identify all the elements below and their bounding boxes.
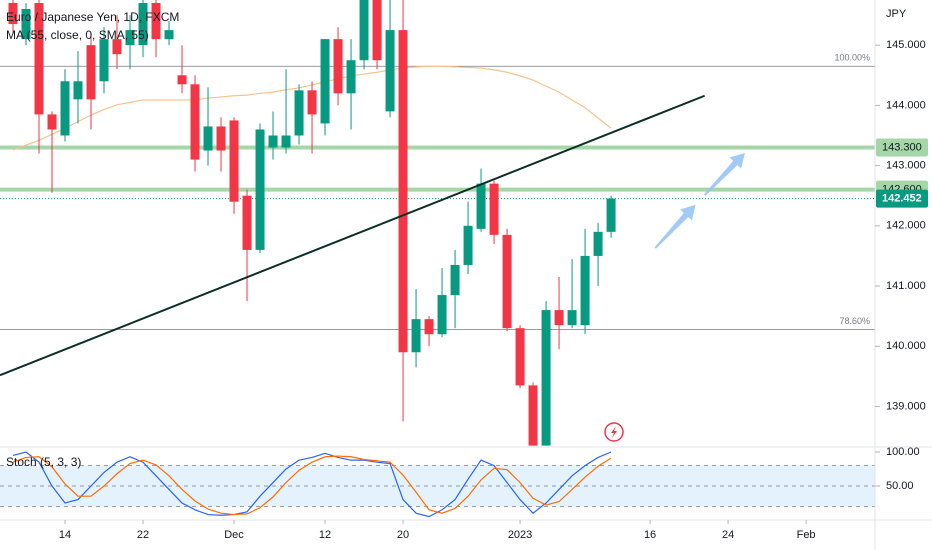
- candle-body: [424, 319, 434, 335]
- candle-body: [437, 295, 447, 335]
- chart-title: Euro / Japanese Yen, 1D, FXCM: [6, 10, 179, 24]
- candle-body: [580, 255, 590, 326]
- candle-body: [229, 120, 239, 202]
- y-tick-label: 140.000: [886, 340, 926, 352]
- fib-label: 100.00%: [834, 53, 870, 63]
- y-tick-label: 141.000: [886, 280, 926, 292]
- x-tick-label: Dec: [224, 529, 244, 541]
- candle-body: [164, 30, 174, 40]
- stoch-line: [12, 455, 612, 516]
- stoch-line: [12, 451, 612, 518]
- x-tick-label: Feb: [797, 529, 816, 541]
- ma-label: MA (55, close, 0, SMA, 55): [6, 28, 149, 42]
- last-price-label: 142.452: [882, 193, 922, 205]
- main-pane: [0, 0, 875, 446]
- fib-label: 78.60%: [839, 316, 870, 326]
- alert-icon: [604, 422, 624, 442]
- candle-body: [255, 129, 265, 250]
- candle-body: [541, 310, 551, 446]
- candle-body: [21, 9, 31, 40]
- candle-body: [385, 30, 395, 112]
- x-tick-label: 16: [644, 529, 656, 541]
- candle-body: [398, 30, 408, 353]
- candle-body: [476, 183, 486, 229]
- candle-body: [60, 81, 70, 136]
- forecast-arrow: [654, 204, 696, 249]
- candle-body: [554, 310, 564, 326]
- candle-body: [593, 231, 603, 256]
- x-tick-label: 12: [319, 529, 331, 541]
- candle-body: [307, 90, 317, 115]
- candle-body: [268, 135, 278, 148]
- y-tick-label: 144.000: [886, 99, 926, 111]
- x-tick-label: 2023: [508, 529, 532, 541]
- candle-body: [372, 0, 382, 61]
- trendline: [0, 94, 706, 377]
- candle-body: [151, 3, 161, 40]
- candle-body: [294, 90, 304, 136]
- candle-body: [125, 30, 135, 46]
- x-tick-label: 24: [722, 529, 734, 541]
- candle-body: [177, 75, 187, 85]
- candle-body: [190, 84, 200, 160]
- forecast-arrow: [703, 152, 745, 196]
- candle-body: [112, 39, 122, 55]
- candle-body: [411, 319, 421, 353]
- candle-body: [606, 198, 616, 232]
- level-label: 143.300: [882, 141, 922, 153]
- candle-body: [86, 45, 96, 100]
- candle-body: [203, 126, 213, 151]
- candle-body: [502, 234, 512, 329]
- candle-body: [450, 264, 460, 296]
- candle-body: [346, 60, 356, 94]
- x-tick-label: 14: [59, 529, 71, 541]
- candle-body: [320, 39, 330, 124]
- candle-body: [515, 328, 525, 386]
- candle-body: [73, 81, 83, 100]
- last-price-box: [876, 189, 928, 208]
- candle-body: [138, 3, 148, 46]
- level-box: [876, 138, 928, 157]
- y-tick-label: 100.00: [886, 446, 920, 458]
- candle-body: [281, 135, 291, 148]
- candle-body: [99, 39, 109, 82]
- candle-body: [528, 385, 538, 446]
- candle-body: [242, 195, 252, 250]
- candle-body: [359, 0, 369, 61]
- candle-body: [333, 39, 343, 94]
- y-tick-label: 145.000: [886, 39, 926, 51]
- stoch-label: Stoch (5, 3, 3): [6, 455, 81, 469]
- y-tick-label: 50.00: [886, 480, 914, 492]
- candle-body: [463, 225, 473, 265]
- x-tick-label: 20: [397, 529, 409, 541]
- y-tick-label: 143.000: [886, 160, 926, 172]
- stoch-pane: [0, 451, 875, 518]
- candle-body: [8, 3, 18, 25]
- candle-body: [489, 183, 499, 235]
- y-tick-label: 139.000: [886, 400, 926, 412]
- y-tick-label: 142.000: [886, 220, 926, 232]
- candle-body: [34, 3, 44, 115]
- candle-body: [47, 114, 57, 130]
- x-tick-label: 22: [137, 529, 149, 541]
- candle-body: [216, 126, 226, 151]
- candle-body: [567, 310, 577, 326]
- currency: JPY: [886, 8, 907, 20]
